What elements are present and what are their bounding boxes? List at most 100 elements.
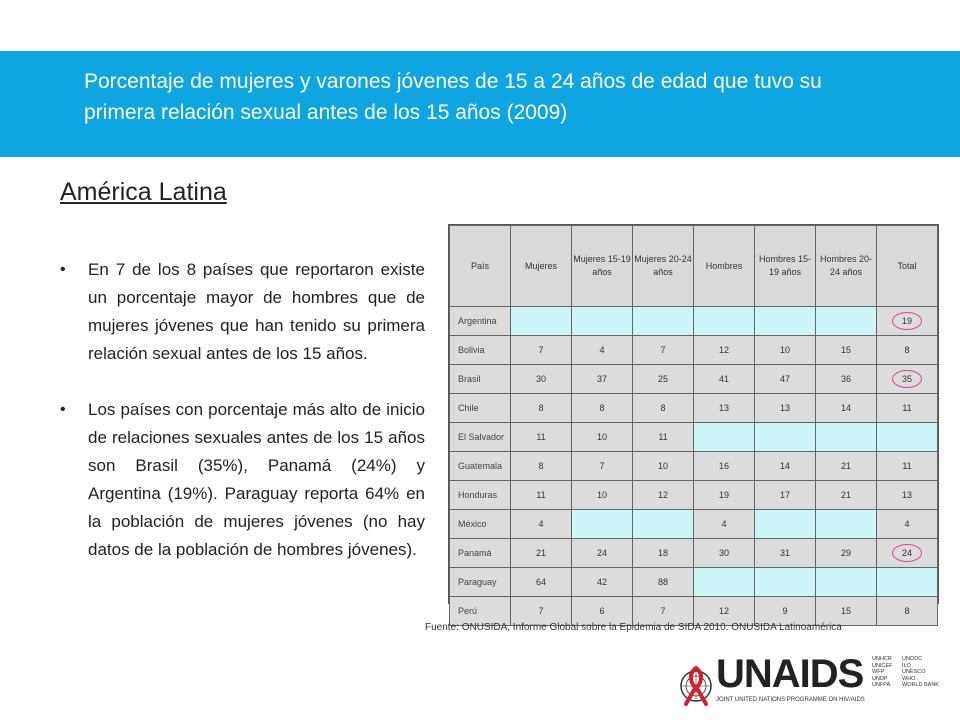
un-emblem-icon xyxy=(680,670,712,702)
red-ribbon-icon xyxy=(684,666,708,706)
value-cell: 11 xyxy=(632,422,694,452)
table-header-cell: Hombres 15-19 años xyxy=(754,225,816,307)
value-cell: 7 xyxy=(510,596,572,626)
country-cell: Honduras xyxy=(449,480,511,510)
table-row: Guatemala 8 7 10 16 14 21 11 xyxy=(449,451,938,481)
value-cell: 29 xyxy=(815,538,877,568)
value-cell xyxy=(754,422,816,452)
bullet-icon: • xyxy=(60,401,66,418)
value-cell: 8 xyxy=(510,393,572,423)
value-cell: 13 xyxy=(876,480,938,510)
table-row: Perú 7 6 7 12 9 15 8 xyxy=(449,596,938,626)
country-cell: El Salvador xyxy=(449,422,511,452)
section-heading: América Latina xyxy=(60,178,227,206)
value-cell: 7 xyxy=(632,335,694,365)
value-cell: 11 xyxy=(876,393,938,423)
data-table-container: País Mujeres Mujeres 15-19 años Mujeres 20-… xyxy=(448,224,939,626)
value-cell: 88 xyxy=(632,567,694,597)
partner-name: UNODC xyxy=(902,656,923,662)
value-cell: 24 xyxy=(876,538,938,568)
table-row: Argentina 19 xyxy=(449,306,938,336)
value-cell: 7 xyxy=(510,335,572,365)
partner-list: UNODC ILO UNESCO WHO WORLD BANK xyxy=(902,656,939,689)
table-header-cell: Mujeres 15-19 años xyxy=(571,225,633,307)
value-cell: 18 xyxy=(632,538,694,568)
value-cell xyxy=(693,422,755,452)
table-row: Panamá 21 24 18 30 31 29 24 xyxy=(449,538,938,568)
value-cell: 41 xyxy=(693,364,755,394)
value-cell: 8 xyxy=(876,335,938,365)
value-cell: 14 xyxy=(754,451,816,481)
partner-name: WORLD BANK xyxy=(902,682,939,688)
value-cell: 30 xyxy=(693,538,755,568)
country-cell: Chile xyxy=(449,393,511,423)
value-cell: 25 xyxy=(632,364,694,394)
value-cell xyxy=(815,509,877,539)
value-cell xyxy=(815,422,877,452)
table-header-cell: País xyxy=(449,225,511,307)
value-cell xyxy=(754,567,816,597)
value-cell: 10 xyxy=(632,451,694,481)
table-body: Argentina 19 Bolivia 7 4 7 12 10 15 8 Brasil 30 37 25… xyxy=(449,306,938,626)
highlight-circle: 19 xyxy=(891,312,922,330)
bullet-item: • Los países con porcentaje más alto de i… xyxy=(60,396,425,564)
value-cell: 4 xyxy=(510,509,572,539)
value-cell xyxy=(693,567,755,597)
value-cell xyxy=(510,306,572,336)
partner-list: UNHCR UNICEF WFP UNDP UNFPA xyxy=(872,656,892,689)
value-cell: 47 xyxy=(754,364,816,394)
value-cell xyxy=(632,306,694,336)
value-cell: 4 xyxy=(571,335,633,365)
value-cell: 14 xyxy=(815,393,877,423)
partner-name: WHO xyxy=(902,675,916,682)
country-cell: Brasil xyxy=(449,364,511,394)
value-cell xyxy=(632,509,694,539)
bullet-icon: • xyxy=(60,261,66,278)
value-cell: 19 xyxy=(876,306,938,336)
source-note: Fuente: ONUSIDA, Informe Global sobre la… xyxy=(425,622,842,633)
country-cell: Perú xyxy=(449,596,511,626)
value-cell: 7 xyxy=(632,596,694,626)
value-cell: 35 xyxy=(876,364,938,394)
highlight-circle: 35 xyxy=(891,370,922,388)
partner-name: UNESCO xyxy=(902,669,926,675)
table-header-cell: Total xyxy=(876,225,938,307)
table-header-cell: Hombres 20-24 años xyxy=(815,225,877,307)
value-cell: 10 xyxy=(754,335,816,365)
value-cell: 17 xyxy=(754,480,816,510)
value-cell: 16 xyxy=(693,451,755,481)
value-cell: 24 xyxy=(571,538,633,568)
table-row: Paraguay 64 42 88 xyxy=(449,567,938,597)
table-row: México 4 4 4 xyxy=(449,509,938,539)
value-cell: 11 xyxy=(510,422,572,452)
value-cell: 30 xyxy=(510,364,572,394)
value-cell: 7 xyxy=(571,451,633,481)
table-header-cell: Mujeres xyxy=(510,225,572,307)
value-cell: 11 xyxy=(510,480,572,510)
value-cell xyxy=(876,567,938,597)
value-cell xyxy=(754,306,816,336)
table-row: Chile 8 8 8 13 13 14 11 xyxy=(449,393,938,423)
value-cell: 31 xyxy=(754,538,816,568)
header-bar xyxy=(0,51,960,157)
value-cell: 13 xyxy=(693,393,755,423)
partner-name: UNFPA xyxy=(872,682,891,688)
logo-wordmark: UNAIDS xyxy=(716,652,864,696)
value-cell: 15 xyxy=(815,335,877,365)
bullet-item: • En 7 de los 8 países que reportaron exi… xyxy=(60,256,425,368)
value-cell: 10 xyxy=(571,480,633,510)
value-cell: 21 xyxy=(510,538,572,568)
partner-name: ILO xyxy=(902,662,911,669)
partner-name: UNHCR xyxy=(872,656,892,662)
data-table: País Mujeres Mujeres 15-19 años Mujeres 20-… xyxy=(449,225,938,626)
value-cell: 19 xyxy=(693,480,755,510)
country-cell: Argentina xyxy=(449,306,511,336)
value-cell: 42 xyxy=(571,567,633,597)
value-cell xyxy=(815,306,877,336)
value-cell: 36 xyxy=(815,364,877,394)
value-cell: 12 xyxy=(632,480,694,510)
value-cell: 8 xyxy=(510,451,572,481)
value-cell: 4 xyxy=(693,509,755,539)
value-cell: 11 xyxy=(876,451,938,481)
value-cell xyxy=(571,306,633,336)
